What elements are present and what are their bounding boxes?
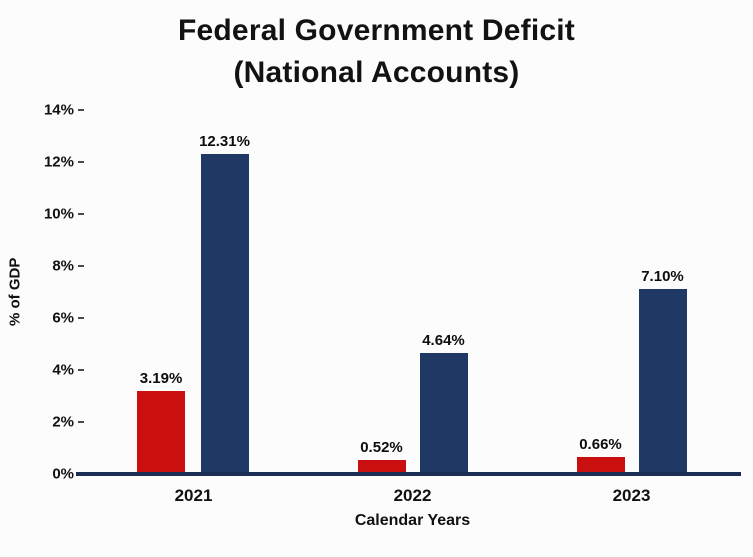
y-tick-mark bbox=[78, 213, 84, 215]
y-tick-label: 4% bbox=[52, 361, 74, 379]
bar-deficit-navy-2023 bbox=[638, 289, 687, 474]
bar-value-label: 0.52% bbox=[360, 439, 403, 457]
x-axis-line bbox=[76, 472, 741, 476]
chart-title-line1: Federal Government Deficit bbox=[178, 14, 575, 47]
y-tick-mark bbox=[78, 161, 84, 163]
y-tick-label: 12% bbox=[43, 153, 74, 171]
bar-value-label: 7.10% bbox=[641, 268, 684, 286]
x-category-label-2021: 2021 bbox=[174, 486, 213, 505]
bar-holder: 3.19% bbox=[137, 110, 186, 474]
bar-deficit-red-2023 bbox=[576, 456, 625, 474]
bar-group-2022: 0.52% 4.64% bbox=[303, 110, 522, 474]
bar-holder: 4.64% bbox=[419, 110, 468, 474]
bar-deficit-navy-2022 bbox=[419, 353, 468, 474]
bar-group-2021: 3.19% 12.31% bbox=[84, 110, 303, 474]
x-axis-title: Calendar Years bbox=[354, 512, 471, 529]
plot-area: 3.19% 12.31% 0.52% 4.64% 0.66% 7.10% bbox=[76, 109, 741, 476]
bar-value-label: 12.31% bbox=[199, 132, 250, 150]
bar-value-label: 3.19% bbox=[139, 370, 183, 388]
y-tick-label: 8% bbox=[52, 257, 74, 275]
y-tick-label: 0% bbox=[52, 465, 74, 483]
x-category-label-2022: 2022 bbox=[393, 486, 432, 505]
y-tick-mark bbox=[78, 109, 84, 111]
bar-holder: 7.10% bbox=[638, 110, 687, 474]
bar-deficit-red-2021 bbox=[137, 391, 186, 474]
bar-deficit-red-2022 bbox=[357, 460, 406, 474]
y-tick-mark bbox=[78, 317, 84, 319]
chart-title: Federal Government Deficit (National Acc… bbox=[0, 0, 753, 94]
y-axis-tick-labels: 0% 2% 4% 6% 8% 10% 12% 14% bbox=[30, 102, 84, 483]
x-axis-category-labels: 2021 2022 2023 bbox=[84, 474, 741, 506]
x-category-label-2023: 2023 bbox=[612, 486, 651, 505]
bar-value-label: 4.64% bbox=[422, 332, 465, 350]
y-tick-mark bbox=[78, 421, 84, 423]
bar-group-2023: 0.66% 7.10% bbox=[522, 110, 741, 474]
y-axis-title: % of GDP bbox=[6, 257, 24, 327]
bar-holder: 12.31% bbox=[199, 110, 250, 474]
y-tick-label: 10% bbox=[43, 205, 74, 223]
y-tick-label: 2% bbox=[52, 413, 74, 431]
bar-holder: 0.52% bbox=[357, 110, 406, 474]
chart-area: % of GDP 0% 2% 4% 6% 8% 10% 12% 14% 3.19% 12.31%… bbox=[0, 102, 753, 483]
y-tick-label: 14% bbox=[43, 101, 74, 119]
y-tick-label: 6% bbox=[52, 309, 74, 327]
bar-value-label: 0.66% bbox=[579, 435, 622, 453]
y-tick-mark bbox=[78, 369, 84, 371]
y-tick-mark bbox=[78, 265, 84, 267]
bar-deficit-navy-2021 bbox=[200, 153, 249, 474]
bar-holder: 0.66% bbox=[576, 110, 625, 474]
chart-title-line2: (National Accounts) bbox=[233, 56, 520, 89]
